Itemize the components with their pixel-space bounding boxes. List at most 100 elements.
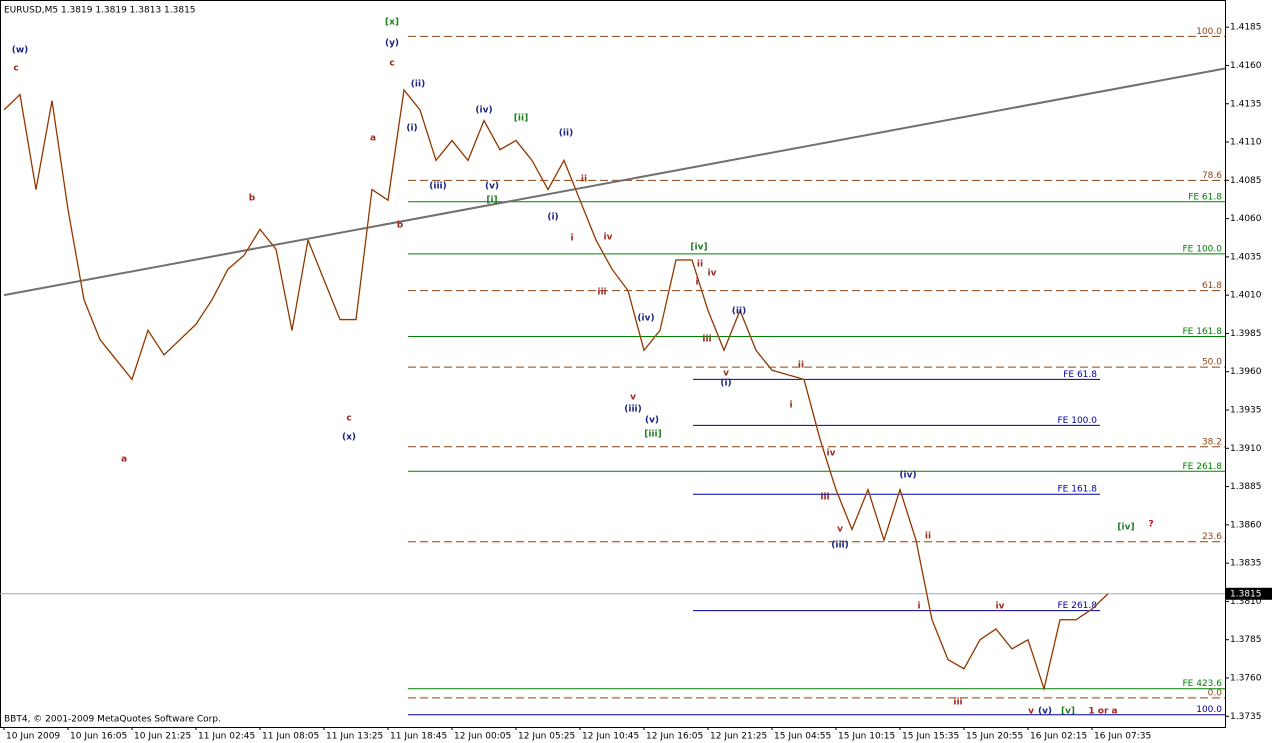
- wave-label: (ii): [732, 307, 746, 317]
- wave-label: (iv): [475, 106, 492, 116]
- level-label: 38.2: [1202, 437, 1222, 447]
- wave-label: (iii): [831, 541, 848, 551]
- y-tick-label: 1.3835: [1230, 559, 1262, 569]
- y-tick-label: 1.4060: [1230, 214, 1262, 224]
- level-label: FE 61.8: [1188, 192, 1222, 202]
- x-tick-label: 15 Jun 20:55: [966, 732, 1023, 742]
- level-label: 78.6: [1202, 171, 1222, 181]
- wave-label: (iv): [899, 471, 916, 481]
- wave-label: b: [397, 221, 404, 231]
- wave-label: (y): [385, 39, 399, 49]
- y-tick-label: 1.3760: [1230, 673, 1262, 683]
- x-tick-label: 10 Jun 21:25: [134, 732, 191, 742]
- wave-label: ii: [925, 532, 931, 542]
- x-tick-label: 16 Jun 02:15: [1030, 732, 1087, 742]
- current-price-label: 1.3815: [1230, 589, 1262, 599]
- level-label: FE 261.8: [1183, 462, 1223, 472]
- wave-label: (iii): [624, 405, 641, 415]
- wave-label: (i): [547, 213, 558, 223]
- x-tick-label: 12 Jun 10:45: [582, 732, 639, 742]
- copyright: BBT4, © 2001-2009 MetaQuotes Software Co…: [4, 715, 221, 725]
- level-label: 50.0: [1202, 358, 1222, 368]
- wave-label: (i): [720, 379, 731, 389]
- wave-label: v: [837, 525, 843, 535]
- trendline: [3, 67, 1226, 297]
- wave-label: (iii): [429, 182, 446, 192]
- x-tick-label: 12 Jun 16:05: [646, 732, 703, 742]
- wave-label: iv: [604, 233, 613, 243]
- y-tick-label: 1.4010: [1230, 291, 1262, 301]
- x-tick-label: 16 Jun 07:35: [1094, 732, 1151, 742]
- x-tick-label: 11 Jun 08:05: [262, 732, 319, 742]
- wave-label: [v]: [1061, 707, 1075, 717]
- wave-label: (v): [1038, 707, 1052, 717]
- wave-label: [iv]: [1117, 523, 1134, 533]
- y-tick-label: 1.3910: [1230, 444, 1262, 454]
- x-tick-label: 12 Jun 05:25: [518, 732, 575, 742]
- wave-label: iv: [708, 269, 717, 279]
- x-tick-label: 10 Jun 2009: [6, 732, 60, 742]
- y-tick-label: 1.4185: [1230, 23, 1262, 33]
- x-tick-label: 12 Jun 21:25: [710, 732, 767, 742]
- level-label: FE 100.0: [1183, 244, 1223, 254]
- level-label: FE 261.8: [1058, 601, 1098, 611]
- y-tick-label: 1.4085: [1230, 176, 1262, 186]
- wave-label: (iv): [637, 314, 654, 324]
- level-label: 100.0: [1196, 27, 1222, 37]
- level-label: FE 161.8: [1183, 327, 1223, 337]
- wave-label: a: [121, 455, 127, 465]
- x-tick-label: 10 Jun 16:05: [70, 732, 127, 742]
- y-tick-label: 1.3935: [1230, 406, 1262, 416]
- wave-label: i: [570, 234, 573, 244]
- chart-title: EURUSD,M5 1.3819 1.3819 1.3813 1.3815: [4, 6, 196, 16]
- wave-label: ii: [697, 260, 703, 270]
- wave-label: iii: [597, 288, 606, 298]
- level-label: FE 100.0: [1058, 416, 1098, 426]
- y-tick-label: 1.4135: [1230, 99, 1262, 109]
- y-tick-label: 1.3735: [1230, 712, 1262, 722]
- wave-label: v: [630, 393, 636, 403]
- wave-label: i: [917, 602, 920, 612]
- level-label: 0.0: [1208, 688, 1223, 698]
- wave-label: [x]: [385, 18, 399, 28]
- wave-label: [ii]: [514, 114, 528, 124]
- wave-label: (w): [12, 46, 29, 56]
- wave-label: ii: [581, 175, 587, 185]
- wave-label: [iv]: [690, 243, 707, 253]
- wave-label: iii: [953, 698, 962, 708]
- wave-label: iv: [996, 602, 1005, 612]
- plot-frame: [0, 0, 1226, 728]
- wave-label: iii: [702, 335, 711, 345]
- y-tick-label: 1.3960: [1230, 367, 1262, 377]
- wave-label: (v): [485, 182, 499, 192]
- wave-label: [iii]: [644, 430, 661, 440]
- level-label: FE 423.6: [1183, 679, 1223, 689]
- price-line-shadow: [3, 89, 1109, 690]
- wave-label: c: [389, 59, 394, 69]
- level-label: 23.6: [1202, 532, 1222, 542]
- wave-label: iv: [827, 449, 836, 459]
- y-tick-label: 1.4160: [1230, 61, 1262, 71]
- wave-label: a: [370, 134, 376, 144]
- wave-label: (x): [342, 433, 356, 443]
- wave-label: iii: [820, 493, 829, 503]
- x-tick-label: 15 Jun 04:55: [774, 732, 831, 742]
- x-tick-label: 15 Jun 10:15: [838, 732, 895, 742]
- y-tick-label: 1.3885: [1230, 482, 1262, 492]
- wave-label: ii: [798, 361, 804, 371]
- x-tick-label: 11 Jun 02:45: [198, 732, 255, 742]
- x-tick-label: 11 Jun 18:45: [390, 732, 447, 742]
- level-label: 61.8: [1202, 281, 1222, 291]
- wave-label: i: [695, 278, 698, 288]
- x-tick-label: 11 Jun 13:25: [326, 732, 383, 742]
- wave-label: (ii): [411, 80, 425, 90]
- wave-label: c: [13, 64, 18, 74]
- wave-label: i: [789, 401, 792, 411]
- current-price-box: [1226, 587, 1272, 600]
- wave-label: ?: [1148, 520, 1153, 530]
- wave-label: [i]: [486, 196, 497, 206]
- wave-label: c: [346, 414, 351, 424]
- y-tick-label: 1.3785: [1230, 635, 1262, 645]
- level-label: 100.0: [1196, 705, 1222, 715]
